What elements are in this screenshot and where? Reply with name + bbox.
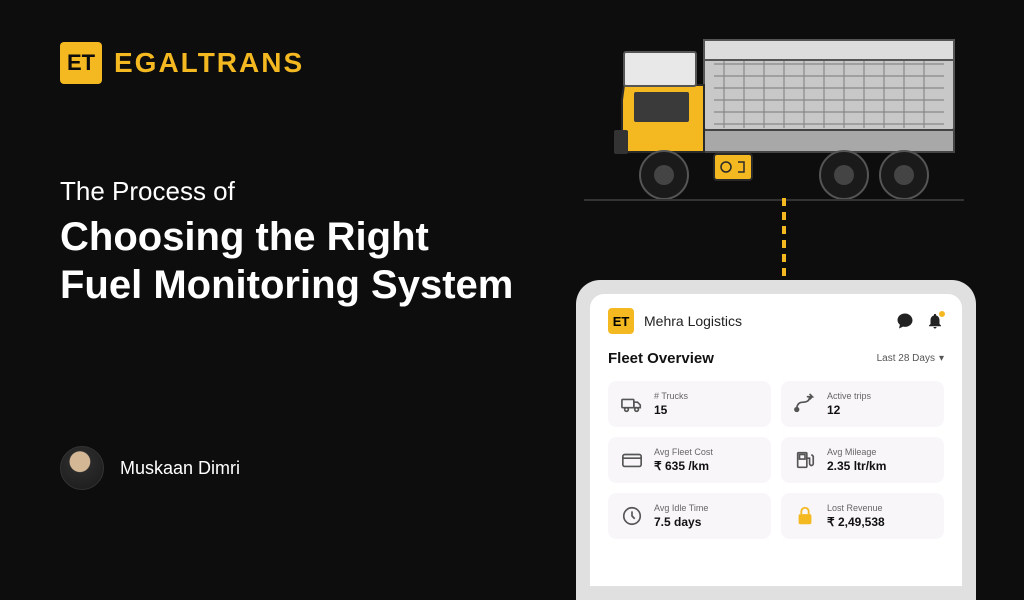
metric-label: Avg Fleet Cost — [654, 447, 713, 457]
lock-icon — [793, 504, 817, 528]
headline: The Process of Choosing the Right Fuel M… — [60, 176, 513, 309]
section-header: Fleet Overview Last 28 Days ▾ — [608, 350, 944, 367]
route-icon — [793, 392, 817, 416]
brand-name: EGALTRANS — [114, 47, 304, 79]
app-logo-icon: ET — [608, 308, 634, 334]
metric-value: 2.35 ltr/km — [827, 459, 886, 473]
clock-icon — [620, 504, 644, 528]
section-title: Fleet Overview — [608, 350, 714, 367]
metric-value: 15 — [654, 403, 688, 417]
app-header: ET Mehra Logistics — [608, 308, 944, 334]
metric-card-lost-revenue[interactable]: Lost Revenue ₹ 2,49,538 — [781, 493, 944, 539]
connector-line — [782, 198, 786, 288]
metric-value: ₹ 635 /km — [654, 459, 713, 473]
metric-value: 12 — [827, 403, 871, 417]
author-name: Muskaan Dimri — [120, 458, 240, 479]
headline-line-2: Fuel Monitoring System — [60, 263, 513, 307]
chevron-down-icon: ▾ — [939, 353, 944, 364]
metric-card-mileage[interactable]: Avg Mileage 2.35 ltr/km — [781, 437, 944, 483]
author-avatar — [60, 446, 104, 490]
tablet-mockup: ET Mehra Logistics Fleet Overview Last 2… — [576, 280, 976, 600]
metric-label: Active trips — [827, 391, 871, 401]
metric-label: Avg Idle Time — [654, 503, 708, 513]
headline-line-1: Choosing the Right — [60, 215, 429, 259]
tablet-screen: ET Mehra Logistics Fleet Overview Last 2… — [590, 294, 962, 586]
brand-logo-icon: ET — [60, 42, 102, 84]
metric-value: 7.5 days — [654, 515, 708, 529]
metric-card-trucks[interactable]: # Trucks 15 — [608, 381, 771, 427]
brand-logo: ET EGALTRANS — [60, 42, 304, 84]
notification-dot — [938, 310, 946, 318]
metric-label: Lost Revenue — [827, 503, 885, 513]
date-filter-label: Last 28 Days — [877, 353, 935, 364]
author-byline: Muskaan Dimri — [60, 446, 240, 490]
metric-label: # Trucks — [654, 391, 688, 401]
date-filter-dropdown[interactable]: Last 28 Days ▾ — [877, 353, 944, 364]
chat-icon[interactable] — [896, 312, 914, 330]
metrics-grid: # Trucks 15 Active trips 12 Avg Flee — [608, 381, 944, 539]
headline-main: Choosing the Right Fuel Monitoring Syste… — [60, 213, 513, 309]
metric-card-fleet-cost[interactable]: Avg Fleet Cost ₹ 635 /km — [608, 437, 771, 483]
card-icon — [620, 448, 644, 472]
headline-kicker: The Process of — [60, 176, 513, 207]
truck-illustration — [584, 30, 964, 210]
company-name: Mehra Logistics — [644, 313, 886, 329]
truck-icon — [620, 392, 644, 416]
metric-label: Avg Mileage — [827, 447, 886, 457]
notification-bell-icon[interactable] — [926, 312, 944, 330]
metric-card-active-trips[interactable]: Active trips 12 — [781, 381, 944, 427]
metric-value: ₹ 2,49,538 — [827, 515, 885, 529]
metric-card-idle-time[interactable]: Avg Idle Time 7.5 days — [608, 493, 771, 539]
fuel-pump-icon — [793, 448, 817, 472]
